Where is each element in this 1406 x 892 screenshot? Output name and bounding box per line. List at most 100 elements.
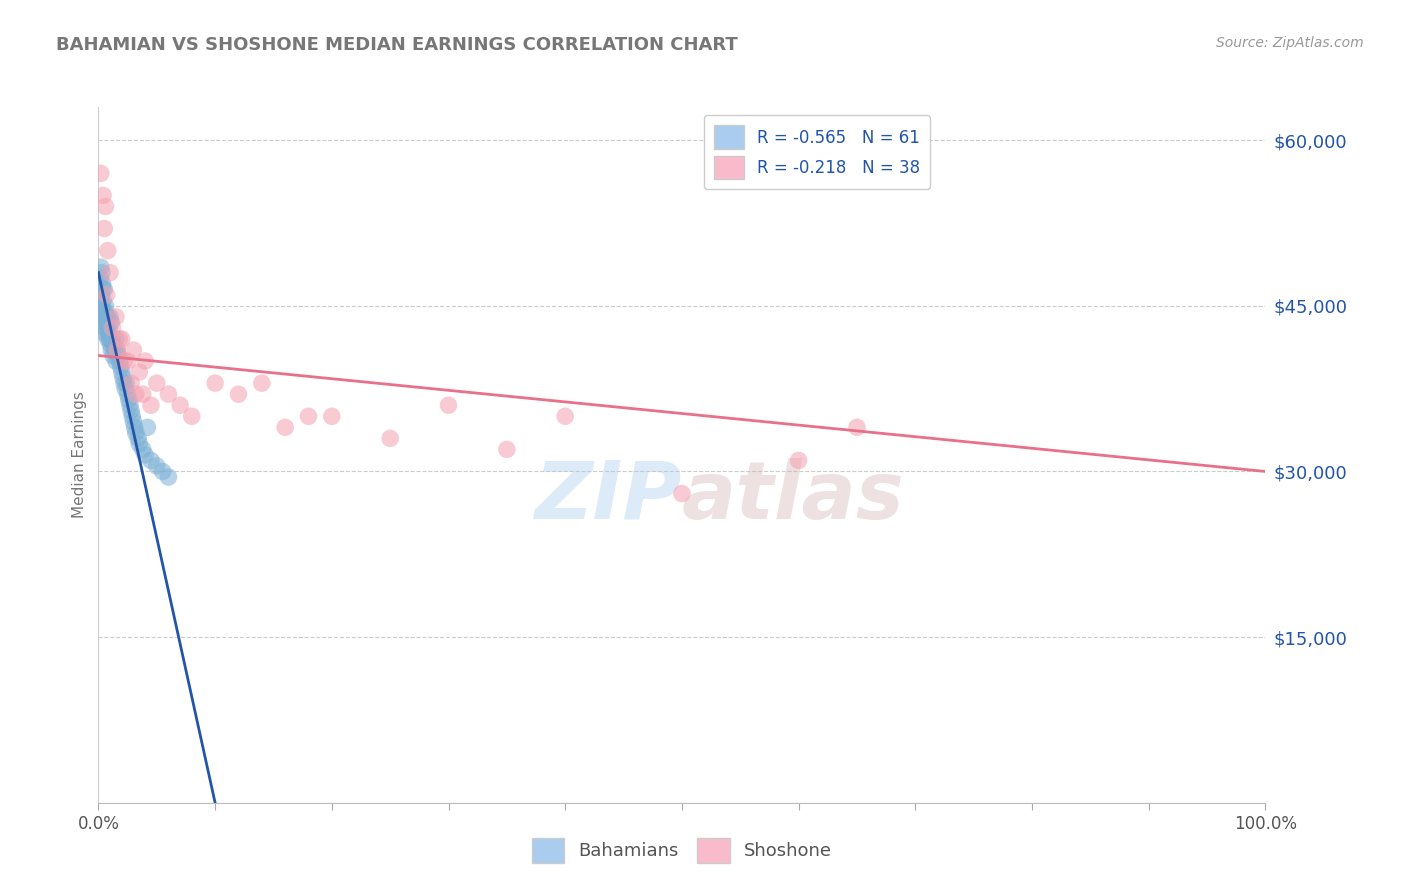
Point	[108, 354, 131, 368]
Point	[101, 321, 124, 335]
Point	[96, 315, 118, 329]
Point	[104, 354, 127, 368]
Point	[101, 349, 124, 363]
Text: atlas: atlas	[682, 458, 904, 536]
Point	[139, 453, 162, 467]
Point	[103, 337, 125, 351]
Point	[146, 458, 169, 473]
Point	[91, 277, 114, 291]
Point	[117, 387, 139, 401]
Legend: Bahamians, Shoshone: Bahamians, Shoshone	[524, 830, 839, 871]
Point	[128, 437, 150, 451]
Point	[111, 332, 134, 346]
Point	[94, 299, 117, 313]
Point	[120, 403, 142, 417]
Point	[97, 321, 120, 335]
Point	[127, 431, 149, 445]
Point	[118, 398, 141, 412]
Point	[90, 166, 112, 180]
Point	[554, 409, 576, 424]
Text: ZIP: ZIP	[534, 458, 682, 536]
Point	[93, 310, 115, 324]
Point	[98, 332, 121, 346]
Point	[100, 315, 122, 329]
Point	[104, 343, 127, 357]
Point	[90, 287, 112, 301]
Text: Source: ZipAtlas.com: Source: ZipAtlas.com	[1216, 36, 1364, 50]
Point	[122, 343, 145, 357]
Point	[104, 332, 127, 346]
Point	[125, 387, 148, 401]
Point	[96, 321, 118, 335]
Point	[136, 420, 159, 434]
Point	[98, 266, 121, 280]
Point	[321, 409, 343, 424]
Point	[495, 442, 517, 457]
Point	[120, 376, 142, 391]
Point	[91, 293, 114, 308]
Point	[274, 420, 297, 434]
Point	[204, 376, 226, 391]
Point	[97, 310, 120, 324]
Point	[98, 310, 121, 324]
Point	[96, 310, 118, 324]
Point	[111, 365, 134, 379]
Point	[114, 382, 136, 396]
Point	[105, 343, 128, 357]
Point	[152, 465, 174, 479]
Point	[122, 415, 145, 429]
Point	[111, 370, 134, 384]
Point	[97, 244, 120, 258]
Point	[228, 387, 250, 401]
Point	[101, 332, 124, 346]
Point	[124, 420, 146, 434]
Point	[97, 326, 120, 341]
Point	[132, 442, 155, 457]
Point	[128, 365, 150, 379]
Point	[180, 409, 202, 424]
Point	[121, 409, 143, 424]
Point	[89, 271, 111, 285]
Point	[157, 387, 180, 401]
Point	[169, 398, 191, 412]
Point	[157, 470, 180, 484]
Point	[105, 343, 128, 357]
Point	[91, 282, 114, 296]
Point	[134, 354, 156, 368]
Point	[93, 221, 115, 235]
Point	[90, 260, 112, 275]
Point	[115, 376, 138, 391]
Point	[125, 425, 148, 440]
Point	[97, 332, 120, 346]
Point	[118, 392, 141, 407]
Point	[94, 326, 117, 341]
Point	[139, 398, 162, 412]
Point	[94, 315, 117, 329]
Point	[787, 453, 810, 467]
Point	[100, 337, 122, 351]
Point	[117, 354, 139, 368]
Point	[93, 321, 115, 335]
Point	[437, 398, 460, 412]
Point	[110, 359, 132, 374]
Point	[132, 387, 155, 401]
Point	[108, 332, 131, 346]
Point	[297, 409, 319, 424]
Point	[100, 343, 122, 357]
Point	[146, 376, 169, 391]
Point	[250, 376, 273, 391]
Y-axis label: Median Earnings: Median Earnings	[72, 392, 87, 518]
Point	[107, 349, 129, 363]
Point	[94, 199, 117, 213]
Point	[845, 420, 868, 434]
Point	[378, 431, 402, 445]
Point	[98, 332, 121, 346]
Point	[104, 310, 127, 324]
Point	[91, 304, 114, 318]
Point	[90, 266, 112, 280]
Point	[112, 376, 135, 391]
Point	[96, 287, 118, 301]
Point	[93, 282, 115, 296]
Text: BAHAMIAN VS SHOSHONE MEDIAN EARNINGS CORRELATION CHART: BAHAMIAN VS SHOSHONE MEDIAN EARNINGS COR…	[56, 36, 738, 54]
Point	[94, 304, 117, 318]
